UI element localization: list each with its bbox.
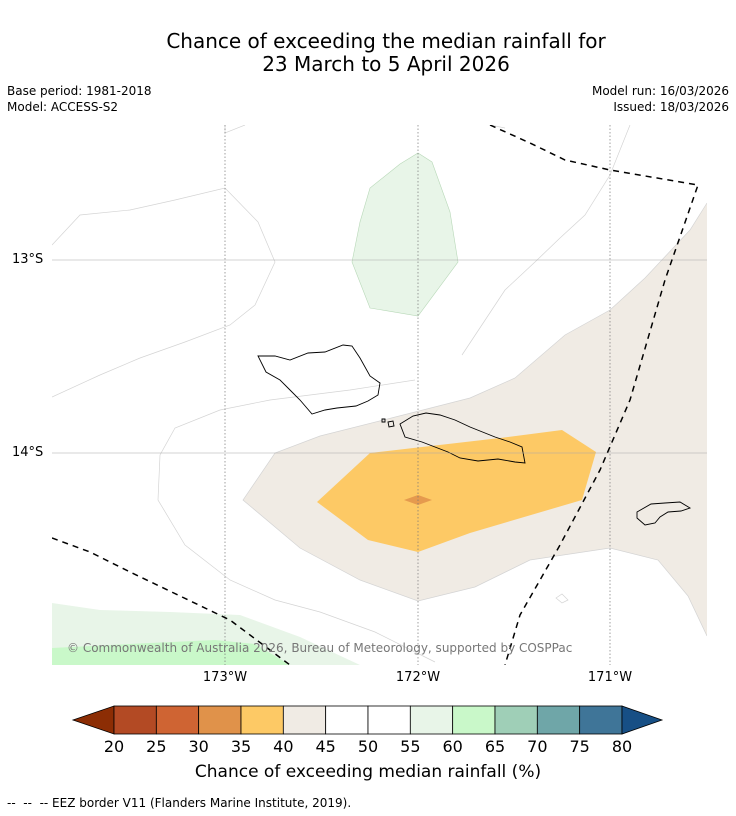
colorbar-tick: 25 [146,737,167,756]
coastlines [257,344,692,526]
colorbar-bin-0 [113,705,157,735]
region-55-60-north [351,152,459,317]
graticule [52,259,707,454]
colorbar-tick: 60 [442,737,463,756]
colorbar-over-arrow [621,705,664,735]
colorbar-tick: 20 [103,737,125,756]
issued-date: Issued: 18/03/2026 [613,100,729,114]
colorbar-bin-2 [198,705,242,735]
meta-right: Model run: 16/03/2026 Issued: 18/03/2026 [592,83,729,115]
colorbar-bin-6 [367,705,411,735]
eez-footnote: -- -- -- EEZ border V11 (Flanders Marine… [7,796,352,810]
meridians [224,125,611,665]
lat-label-13s: 13°S [12,252,44,267]
lat-label-14s: 14°S [12,445,44,460]
colorbar-bin-10 [536,705,581,735]
title-line-1: Chance of exceeding the median rainfall … [166,29,606,53]
colorbar-under-arrow [71,705,115,735]
chart-title: Chance of exceeding the median rainfall … [0,30,736,76]
colorbar-tick: 70 [527,737,548,756]
colorbar-bin-5 [325,705,369,735]
colorbar-tick: 55 [400,737,421,756]
rainfall-map [52,125,707,665]
colorbar-tick: 75 [569,737,590,756]
colorbar-bin-1 [155,705,200,735]
colorbar-tick: 50 [357,737,379,756]
colorbar-tick: 45 [315,737,336,756]
colorbar-bin-11 [579,705,623,735]
model-name: Model: ACCESS-S2 [7,100,119,114]
colorbar-bin-7 [409,705,454,735]
lon-label-173w: 173°W [202,670,248,685]
colorbar [71,705,664,735]
colorbar-bin-9 [494,705,538,735]
lon-label-171w: 171°W [587,670,633,685]
model-run: Model run: 16/03/2026 [591,84,729,98]
region-35-40 [317,430,596,552]
colorbar-tick: 65 [484,737,506,756]
region-60-65-southwest [52,640,290,665]
colorbar-tick: 40 [273,737,294,756]
colorbar-tick: 30 [188,737,209,756]
colorbar-bin-8 [452,705,496,735]
lon-label-172w: 172°W [395,670,441,685]
title-line-2: 23 March to 5 April 2026 [262,52,510,76]
meta-left: Base period: 1981-2018 Model: ACCESS-S2 [7,83,152,115]
colorbar-tick: 35 [230,737,252,756]
copyright-note: © Commonwealth of Australia 2026, Bureau… [67,641,573,655]
colorbar-label: Chance of exceeding median rainfall (%) [194,762,542,782]
eez-borders [52,125,699,665]
base-period: Base period: 1981-2018 [7,84,152,98]
colorbar-bin-3 [240,705,284,735]
colorbar-tick: 80 [611,737,633,756]
colorbar-bin-4 [282,705,327,735]
